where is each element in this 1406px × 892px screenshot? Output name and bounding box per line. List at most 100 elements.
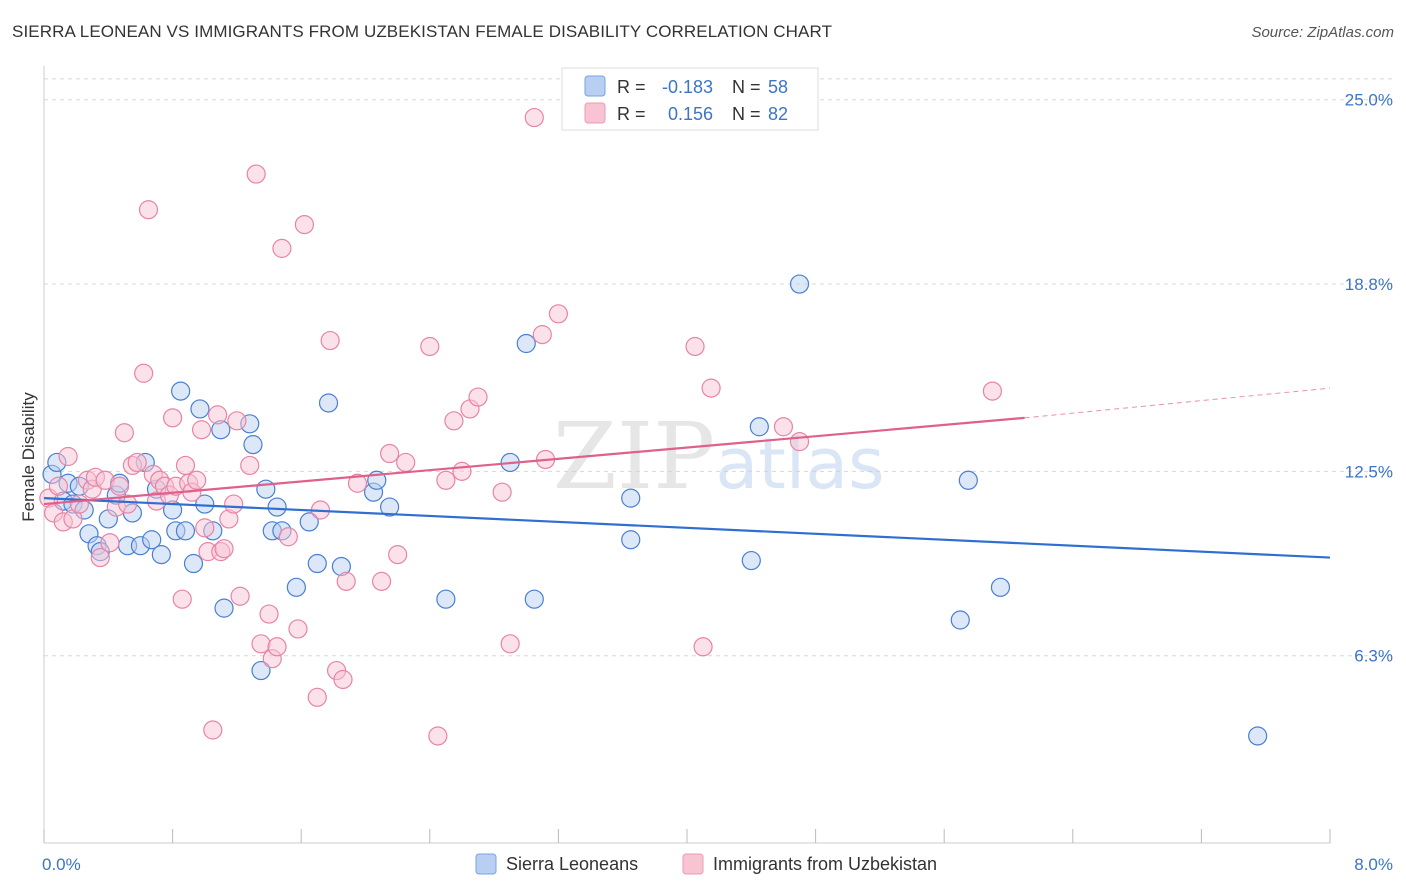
uzbekistan-point-78 [685,336,705,357]
trend-line-uzbekistan-extension [1024,387,1331,419]
sierra-leonean-point-40 [318,393,339,413]
sierra-leonean-point-35 [267,497,287,517]
sierra-leonean-point-25 [190,399,210,419]
uzbekistan-point-37 [208,405,228,425]
sierra-leonean-point-19 [151,545,171,565]
sierra-leonean-point-44 [380,497,400,517]
uzbekistan-point-53 [294,215,315,235]
uzbekistan-point-59 [336,571,356,591]
uzbekistan-point-66 [428,726,448,746]
uzbekistan-point-75 [532,325,552,345]
y-tick-label-1: 12.5% [1345,462,1393,481]
sierra-leonean-point-29 [214,598,234,618]
uzbekistan-point-41 [224,494,244,514]
legend-swatch-pink [584,102,606,124]
uzbekistan-point-58 [333,669,353,690]
legend-n-value-blue: 58 [768,77,788,97]
uzbekistan-point-81 [773,417,794,437]
sierra-leonean-point-56 [990,577,1011,597]
uzbekistan-point-39 [214,539,234,559]
sierra-leonean-point-57 [1248,726,1268,746]
uzbekistan-point-56 [320,330,340,351]
sierra-leonean-point-45 [436,589,456,609]
legend-n-label-pink: N = [732,104,761,124]
legend-series: Sierra Leoneans Immigrants from Uzbekist… [475,853,937,875]
uzbekistan-point-33 [191,420,212,440]
legend-bottom-swatch-pink [682,853,704,875]
grid [44,78,1394,657]
uzbekistan-point-2 [48,476,69,496]
uzbekistan-point-14 [109,476,130,496]
sierra-leonean-point-52 [749,417,769,437]
y-axis-label: Female Disability [19,392,38,522]
legend-n-label-blue: N = [732,77,761,97]
sierra-leonean-point-38 [299,512,319,532]
uzbekistan-point-54 [307,687,327,707]
trend-line-uzbekistan [43,416,1025,506]
y-tick-label-0: 6.3% [1354,647,1393,666]
legend-n-value-pink: 82 [768,104,788,124]
uzbekistan-point-47 [259,604,279,624]
uzbekistan-point-83 [982,381,1003,401]
legend-bottom-swatch-blue [475,853,497,875]
uzbekistan-point-46 [251,634,271,654]
uzbekistan-point-43 [230,586,250,606]
legend-swatch-blue [584,75,606,97]
uzbekistan-point-10 [90,547,110,568]
sierra-leonean-point-17 [142,530,162,550]
uzbekistan-point-67 [436,470,456,490]
uzbekistan-point-52 [288,619,308,639]
legend-bottom-label-blue: Sierra Leoneans [506,854,638,874]
y-tick-label-3: 25.0% [1345,91,1393,110]
uzbekistan-point-4 [58,446,78,467]
trend-lines [43,387,1331,559]
uzbekistan-point-60 [347,473,368,493]
sierra-leonean-point-48 [524,589,544,609]
uzbekistan-point-26 [163,408,183,428]
axes [43,66,1331,844]
uzbekistan-point-42 [227,411,247,431]
chart-title: SIERRA LEONEAN VS IMMIGRANTS FROM UZBEKI… [12,22,833,41]
sierra-leonean-point-31 [243,435,263,455]
uzbekistan-point-34 [195,518,215,538]
uzbekistan-point-16 [117,494,138,514]
uzbekistan-point-28 [172,589,192,609]
uzbekistan-point-77 [548,304,569,324]
sierra-leonean-point-24 [183,553,204,574]
sierra-leonean-point-37 [286,577,306,597]
sierra-leonean-point-51 [741,550,761,571]
uzbekistan-point-65 [420,336,440,357]
uzbekistan-point-6 [69,494,89,514]
sierra-leonean-point-23 [175,521,196,541]
sierra-leonean-point-54 [950,610,970,630]
uzbekistan-point-51 [278,527,298,547]
legend-r-value-pink: 0.156 [668,104,713,124]
y-tick-labels: 6.3% 12.5% 18.8% 25.0% [1345,91,1393,666]
uzbekistan-point-61 [371,571,392,591]
uzbekistan-point-72 [492,482,512,502]
uzbekistan-point-71 [468,387,488,407]
uzbekistan-point-36 [203,720,223,740]
sierra-leonean-point-39 [307,553,327,574]
sierra-leonean-point-53 [789,274,810,294]
uzbekistan-point-62 [380,443,400,464]
uzbekistan-point-29 [175,455,196,476]
x-tick-label-min: 0.0% [42,855,81,874]
sierra-leonean-point-32 [251,660,271,681]
sierra-leonean-point-47 [516,333,536,354]
legend-r-label-blue: R = [617,77,646,97]
uzbekistan-point-50 [272,238,292,258]
sierra-leonean-point-22 [171,381,191,401]
legend-r-value-blue: -0.183 [662,77,713,97]
sierra-leonean-point-55 [958,470,978,490]
uzbekistan-point-32 [187,470,207,490]
sierra-leonean-point-49 [621,488,641,508]
source-label: Source: ZipAtlas.com [1251,24,1394,41]
sierra-leonean-point-50 [621,530,641,550]
uzbekistan-point-68 [444,411,464,431]
legend-bottom-label-pink: Immigrants from Uzbekistan [713,854,937,874]
uzbekistan-point-18 [127,452,147,473]
legend-r-label-pink: R = [617,104,646,124]
uzbekistan-point-80 [701,378,721,398]
